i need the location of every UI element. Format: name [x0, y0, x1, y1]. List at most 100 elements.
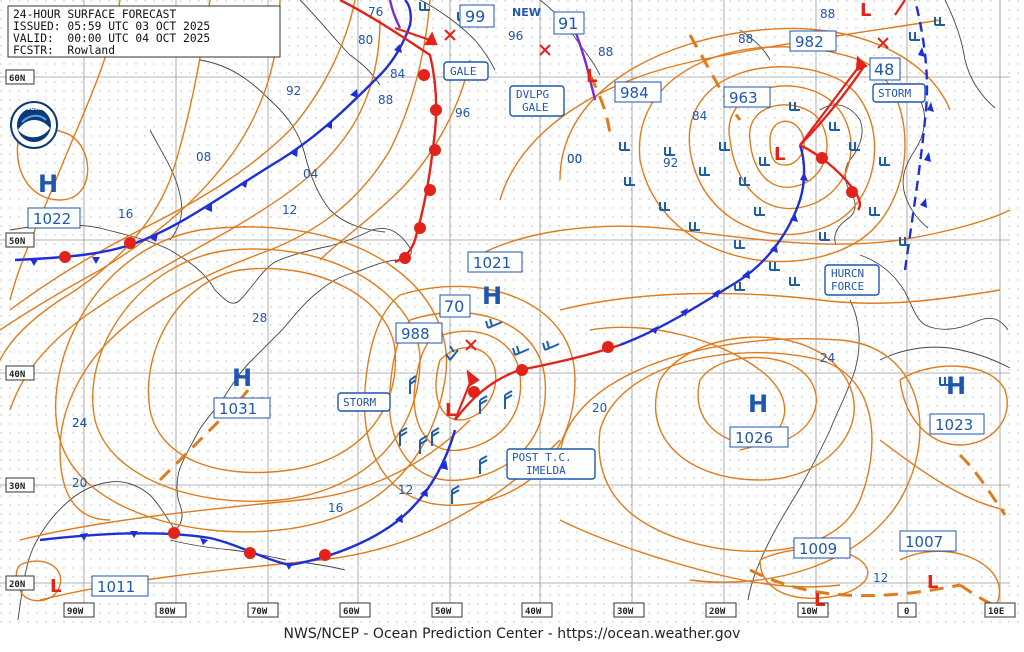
coastlines	[9, 0, 1011, 621]
lat-label-50n: 50N	[9, 237, 25, 247]
isobar-label: 24	[820, 351, 835, 365]
isobar-label: 88	[738, 32, 753, 46]
hurricane-force-label-2: FORCE	[831, 280, 864, 293]
isobar-label: 80	[358, 33, 373, 47]
low-pressure: 988	[401, 325, 430, 343]
isobar-label: 20	[72, 476, 87, 490]
storm-warning-label: STORM	[343, 396, 376, 409]
isobar-label: 16	[118, 207, 133, 221]
high-pressure: 1023	[935, 416, 973, 434]
high-symbol: H	[482, 282, 502, 310]
low-symbol: L	[586, 66, 597, 87]
lon-label-0: 0	[904, 607, 909, 617]
isobar-label: 84	[390, 67, 405, 81]
movement-arrows	[394, 0, 906, 421]
high-pressure: 1026	[735, 429, 773, 447]
high-pressure: 1022	[33, 210, 71, 228]
gale-warning-label: GALE	[450, 65, 477, 78]
high-pressure: 1031	[219, 400, 257, 418]
lon-label-70w: 70W	[251, 607, 268, 617]
longitude-labels: 90W 80W 70W 60W 50W 40W 30W 20W 10W 0 10…	[63, 602, 1016, 618]
isobar-label: 20	[592, 401, 607, 415]
low-pressure-48: 48	[874, 60, 894, 79]
high-centers: H 1022 H 1031 H 1021 H 1026 H 1023	[27, 170, 985, 448]
isobar-label: 88	[820, 7, 835, 21]
isobar-label: 00	[567, 152, 582, 166]
lat-label-40n: 40N	[9, 370, 25, 380]
isobar-label: 12	[398, 483, 413, 497]
low-pressure: 1007	[905, 533, 943, 551]
low-pressure: 963	[729, 89, 758, 107]
lon-label-30w: 30W	[617, 607, 634, 617]
isobar-label: 08	[196, 150, 211, 164]
lon-label-90w: 90W	[67, 607, 84, 617]
isobar-label: 24	[72, 416, 87, 430]
low-pressure: 984	[620, 84, 649, 102]
forecast-header: 24-HOUR SURFACE FORECAST ISSUED: 05:59 U…	[7, 5, 281, 58]
isobar-label: 96	[455, 106, 470, 120]
lon-label-10e: 10E	[988, 607, 1004, 617]
warning-boxes: GALE DVLPG GALE STORM STORM HURCN FORCE …	[337, 61, 926, 480]
low-pressure-70: 70	[444, 297, 464, 316]
isobar-label: 92	[663, 156, 678, 170]
high-symbol: H	[232, 364, 252, 392]
isobar-label: 92	[286, 84, 301, 98]
header-title: 24-HOUR SURFACE FORECAST	[13, 8, 176, 21]
cold-front-triangles	[30, 44, 934, 570]
high-symbol: H	[946, 372, 966, 400]
hurricane-force-label: HURCN	[831, 267, 864, 280]
noaa-logo: NOAA	[10, 101, 58, 149]
low-symbol: L	[814, 590, 825, 611]
other-labels: NEW 99 91 70 48	[439, 4, 901, 318]
header-issued: ISSUED: 05:59 UTC 03 OCT 2025	[13, 20, 210, 33]
lat-label-30n: 30N	[9, 482, 25, 492]
isobar-label: 00	[567, 152, 582, 166]
isobar-label: 88	[378, 93, 393, 107]
storm-warning-label-east: STORM	[878, 87, 911, 100]
lon-label-50w: 50W	[435, 607, 452, 617]
isobar-label: 16	[328, 501, 343, 515]
low-symbol: L	[860, 0, 871, 21]
isobar-label: 84	[692, 109, 707, 123]
map-credit: NWS/NCEP - Ocean Prediction Center - htt…	[283, 626, 741, 642]
low-pressure: 1009	[799, 540, 837, 558]
post-tc-name: IMELDA	[526, 464, 566, 477]
noaa-logo-text: NOAA	[25, 105, 45, 112]
lat-label-60n: 60N	[9, 74, 25, 84]
warm-front-semicircles	[59, 69, 858, 561]
isobar-label: 76	[368, 5, 383, 19]
isobar-label: 88	[598, 45, 613, 59]
header-forecaster: FCSTR: Rowland	[13, 44, 115, 57]
low-symbol: L	[927, 572, 938, 593]
latitude-labels: 60N 50N 40N 30N 20N	[5, 69, 35, 591]
low-symbol: L	[445, 400, 456, 421]
high-pressure: 1021	[473, 254, 511, 272]
high-symbol: H	[748, 390, 768, 418]
lon-label-80w: 80W	[159, 607, 176, 617]
low-pressure-91: 91	[558, 14, 578, 33]
isobar-label: 04	[303, 167, 318, 181]
post-tc-label: POST T.C.	[512, 451, 572, 464]
isobar-label: 28	[252, 311, 267, 325]
isobar-label: 12	[282, 203, 297, 217]
isobar-label: 24	[72, 416, 87, 430]
isobar-labels: 76 80 84 88 92 96 00 04 08 12 16 20 24 2…	[72, 5, 888, 585]
lon-label-40w: 40W	[525, 607, 542, 617]
developing-gale-label: DVLPG	[516, 88, 549, 101]
developing-gale-label-2: GALE	[522, 101, 549, 114]
low-symbol: L	[50, 576, 61, 597]
low-pressure: 982	[795, 33, 824, 51]
high-symbol: H	[38, 170, 58, 198]
new-label: NEW	[512, 6, 541, 19]
isobar-label: 96	[508, 29, 523, 43]
lon-label-10w: 10W	[801, 607, 818, 617]
lon-label-20w: 20W	[709, 607, 726, 617]
low-centers: L 982 L 963 L 984 L 988 L 1011 L 1009 L …	[50, 0, 957, 611]
header-valid: VALID: 00:00 UTC 04 OCT 2025	[13, 32, 210, 45]
low-pressure-99: 99	[465, 7, 485, 26]
lon-label-60w: 60W	[343, 607, 360, 617]
low-symbol: L	[774, 144, 785, 165]
low-pressure: 1011	[97, 578, 135, 596]
isobar-label: 12	[873, 571, 888, 585]
